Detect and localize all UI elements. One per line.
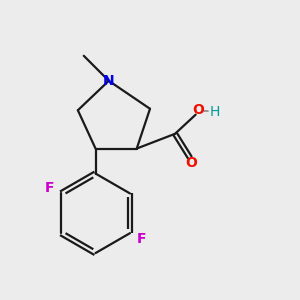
Text: F: F — [136, 232, 146, 246]
Text: F: F — [45, 181, 55, 195]
Text: O: O — [185, 156, 197, 170]
Text: O: O — [193, 103, 205, 117]
Text: N: N — [103, 74, 115, 88]
Text: H: H — [210, 105, 220, 119]
